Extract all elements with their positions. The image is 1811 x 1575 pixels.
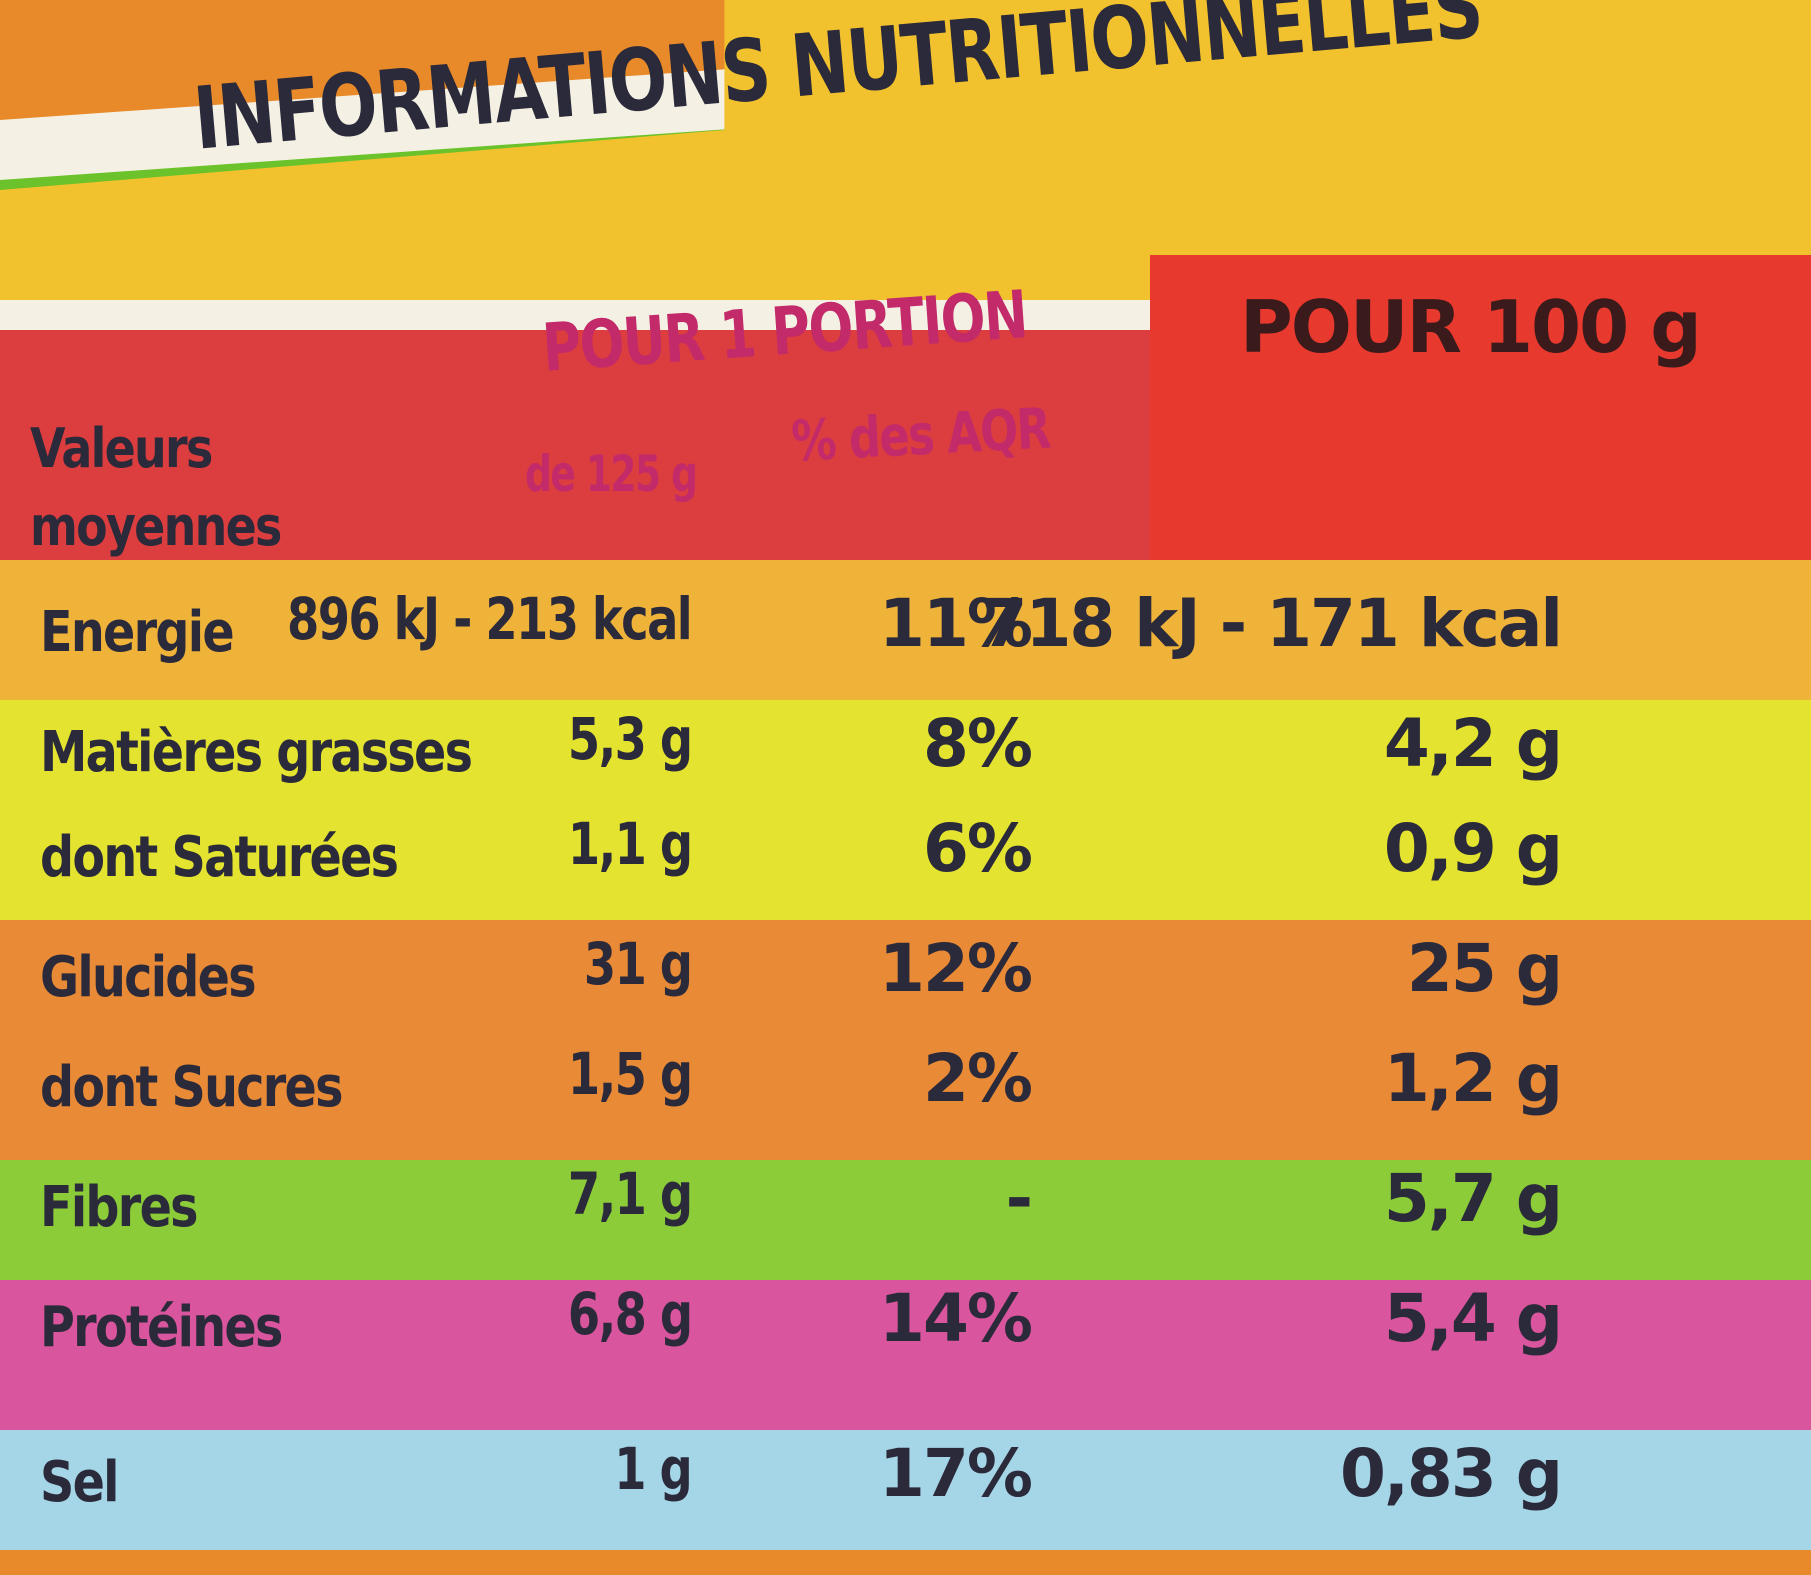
aqr-value: 11% xyxy=(879,585,1033,662)
per100-value: 4,2 g xyxy=(1383,705,1563,782)
portion-value: 7,1 g xyxy=(567,1160,692,1228)
row-label: Sel xyxy=(40,1450,119,1515)
header-aqr: % des AQR xyxy=(790,396,1052,475)
row-label: Protéines xyxy=(40,1295,283,1360)
header-band-right xyxy=(1150,255,1811,560)
portion-value: 31 g xyxy=(583,930,692,998)
header-row-label: Valeurs moyennes xyxy=(30,417,282,558)
aqr-value: 17% xyxy=(879,1435,1033,1512)
salt-band xyxy=(0,1430,1811,1550)
per100-value: 0,9 g xyxy=(1383,810,1563,887)
energy-band xyxy=(0,560,1811,700)
aqr-value: 8% xyxy=(922,705,1033,782)
aqr-value: 12% xyxy=(879,930,1033,1007)
row-label: Fibres xyxy=(40,1175,199,1240)
portion-value: 1 g xyxy=(614,1435,692,1503)
row-label: dont Saturées xyxy=(40,825,399,890)
per100-value: 0,83 g xyxy=(1339,1435,1563,1512)
aqr-value: 2% xyxy=(922,1040,1033,1117)
header-per100: POUR 100 g xyxy=(1240,285,1702,369)
per100-value: 25 g xyxy=(1406,930,1563,1007)
aqr-value: 14% xyxy=(879,1280,1033,1357)
header-portion-size: de 125 g xyxy=(525,445,698,503)
title-band-top xyxy=(724,0,1811,240)
aqr-value: 6% xyxy=(922,810,1033,887)
protein-band xyxy=(0,1280,1811,1430)
row-label: dont Sucres xyxy=(40,1055,343,1120)
carb-band xyxy=(0,920,1811,1160)
per100-value: 5,4 g xyxy=(1383,1280,1563,1357)
fat-band xyxy=(0,700,1811,920)
per100-value: 718 kJ - 171 kcal xyxy=(981,585,1563,662)
aqr-value: - xyxy=(1005,1160,1033,1237)
per100-value: 1,2 g xyxy=(1383,1040,1563,1117)
row-label: Energie xyxy=(40,600,235,665)
portion-value: 6,8 g xyxy=(567,1280,692,1348)
row-label: Matières grasses xyxy=(40,720,473,785)
per100-value: 5,7 g xyxy=(1383,1160,1563,1237)
portion-value: 896 kJ - 213 kcal xyxy=(286,585,693,653)
portion-value: 5,3 g xyxy=(567,705,692,773)
fibre-band xyxy=(0,1160,1811,1280)
row-label: Glucides xyxy=(40,945,257,1010)
portion-value: 1,5 g xyxy=(567,1040,692,1108)
portion-value: 1,1 g xyxy=(567,810,692,878)
bottom-edge xyxy=(0,1550,1811,1575)
